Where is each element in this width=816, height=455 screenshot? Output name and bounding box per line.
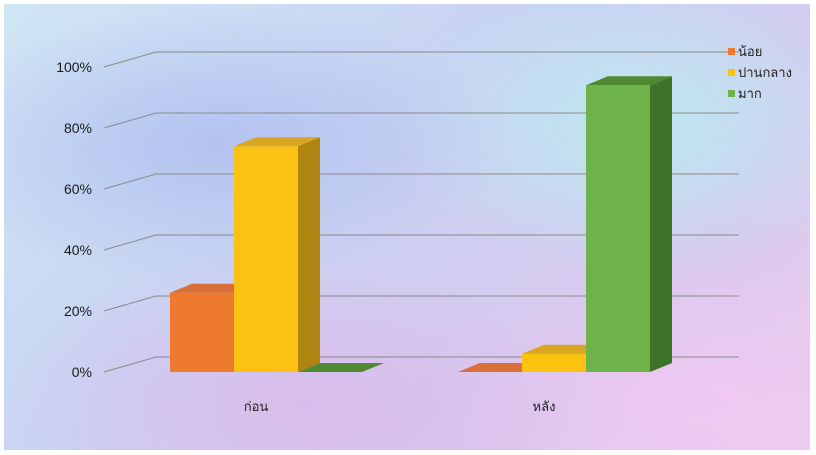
legend-label: ปานกลาง: [738, 66, 792, 81]
bar-top: [586, 76, 672, 86]
gridline-side: [103, 356, 157, 373]
y-tick-label: 0%: [72, 364, 92, 380]
bar-front: [586, 85, 650, 373]
x-category-label: หลัง: [533, 400, 556, 415]
bar-top: [234, 137, 320, 147]
legend-label: น้อย: [738, 45, 762, 60]
bar-front: [234, 146, 298, 372]
bar-side: [298, 137, 320, 372]
gridline-side: [103, 173, 157, 190]
gridline-side: [103, 112, 157, 129]
bar-front: [170, 292, 234, 372]
bar-1-3: [298, 363, 384, 372]
chart-frame: 0% 20% 40% 60% 80% 100% ก่อน หลัง น้อยปานกลางมาก: [4, 4, 810, 450]
bar-1-2: [234, 137, 320, 372]
y-tick-label: 40%: [64, 242, 92, 258]
y-tick-label: 60%: [64, 181, 92, 197]
y-tick-label: 100%: [56, 59, 92, 75]
bar-2-3: [586, 76, 672, 373]
bar-front: [522, 353, 586, 372]
x-category-label: ก่อน: [244, 400, 269, 415]
legend-label: มาก: [738, 87, 762, 102]
bar-side: [650, 76, 672, 373]
gridline-side: [103, 295, 157, 312]
legend-swatch: [728, 90, 735, 97]
legend-swatch: [728, 48, 735, 55]
y-tick-label: 20%: [64, 303, 92, 319]
gridline-side: [103, 51, 157, 68]
bar-top: [298, 363, 384, 372]
y-tick-label: 80%: [64, 120, 92, 136]
gridline-side: [103, 234, 157, 251]
legend-swatch: [728, 69, 735, 76]
